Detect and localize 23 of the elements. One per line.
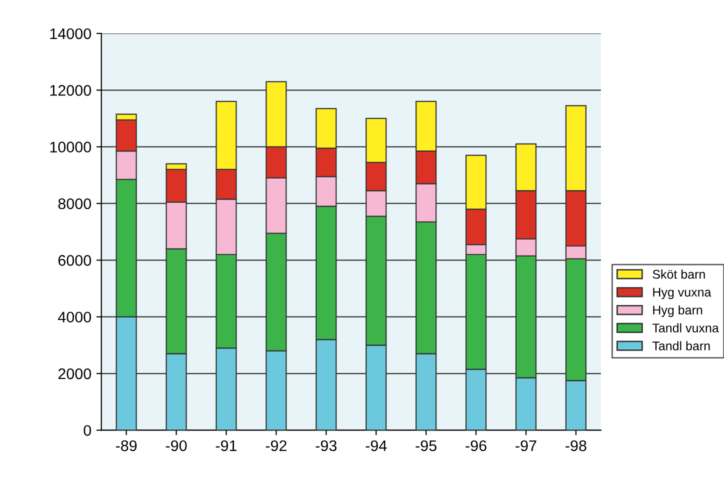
legend-label: Hyg barn bbox=[653, 305, 702, 318]
x-tick-label: -91 bbox=[216, 440, 237, 452]
x-tick-label: -94 bbox=[366, 440, 387, 452]
y-tick-label: 6000 bbox=[58, 255, 92, 266]
y-tick-label: 8000 bbox=[58, 198, 92, 210]
legend-label: Tandl barn bbox=[652, 341, 710, 350]
x-tick-label: -96 bbox=[466, 440, 486, 452]
x-tick-label: -90 bbox=[166, 440, 187, 452]
x-tick-label: -98 bbox=[566, 440, 586, 452]
x-tick-label: -93 bbox=[316, 440, 337, 452]
y-tick-label: 14000 bbox=[50, 28, 92, 40]
legend-label: Sköt barn bbox=[652, 270, 705, 279]
y-tick-label: 0 bbox=[84, 425, 92, 436]
legend-label: Tandl vuxna bbox=[652, 323, 719, 332]
y-tick-label: 2000 bbox=[58, 368, 92, 380]
x-tick-label: -95 bbox=[416, 440, 436, 452]
y-tick-label: 12000 bbox=[50, 85, 92, 96]
x-tick-label: -89 bbox=[116, 440, 137, 452]
x-tick-label: -92 bbox=[266, 440, 286, 452]
x-tick-label: -97 bbox=[516, 440, 536, 452]
legend-label: Hyg vuxna bbox=[653, 288, 712, 300]
y-tick-label: 10000 bbox=[50, 142, 92, 152]
y-tick-label: 4000 bbox=[58, 312, 92, 323]
